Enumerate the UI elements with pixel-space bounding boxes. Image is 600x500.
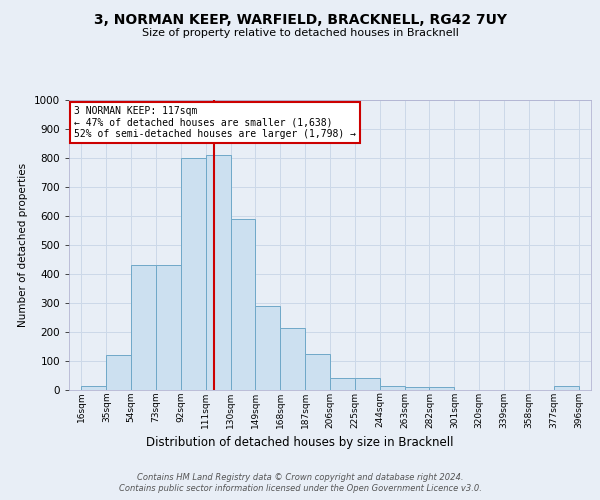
Bar xyxy=(82,386,106,390)
Bar xyxy=(380,386,404,390)
Bar xyxy=(355,378,380,390)
Bar xyxy=(330,378,355,390)
Bar xyxy=(106,355,131,390)
Text: Contains public sector information licensed under the Open Government Licence v3: Contains public sector information licen… xyxy=(119,484,481,493)
Text: 3, NORMAN KEEP, WARFIELD, BRACKNELL, RG42 7UY: 3, NORMAN KEEP, WARFIELD, BRACKNELL, RG4… xyxy=(94,12,506,26)
Y-axis label: Number of detached properties: Number of detached properties xyxy=(18,163,28,327)
Bar xyxy=(156,266,181,390)
Text: Contains HM Land Registry data © Crown copyright and database right 2024.: Contains HM Land Registry data © Crown c… xyxy=(137,472,463,482)
Bar xyxy=(181,158,206,390)
Bar xyxy=(131,266,156,390)
Bar xyxy=(280,328,305,390)
Text: Size of property relative to detached houses in Bracknell: Size of property relative to detached ho… xyxy=(142,28,458,38)
Text: 3 NORMAN KEEP: 117sqm
← 47% of detached houses are smaller (1,638)
52% of semi-d: 3 NORMAN KEEP: 117sqm ← 47% of detached … xyxy=(74,106,356,139)
Bar xyxy=(230,219,256,390)
Bar xyxy=(305,354,330,390)
Bar xyxy=(256,306,280,390)
Bar xyxy=(404,387,430,390)
Bar xyxy=(206,155,230,390)
Text: Distribution of detached houses by size in Bracknell: Distribution of detached houses by size … xyxy=(146,436,454,449)
Bar xyxy=(430,387,454,390)
Bar xyxy=(554,386,578,390)
